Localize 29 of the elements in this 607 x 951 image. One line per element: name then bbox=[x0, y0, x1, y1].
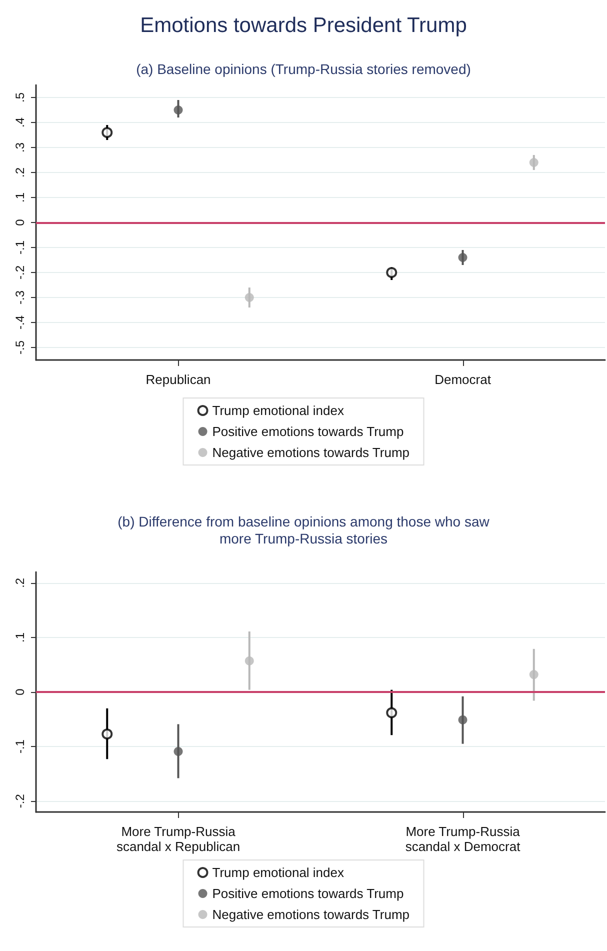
y-tick-label: .4 bbox=[13, 117, 27, 128]
x-tick-label: Republican bbox=[146, 372, 211, 387]
y-tick-label: .5 bbox=[13, 92, 27, 103]
y-tick-label: -.1 bbox=[13, 240, 27, 255]
x-tick-label: More Trump-Russia scandal x Republican bbox=[116, 824, 240, 854]
chart-title: Emotions towards President Trump bbox=[140, 14, 467, 37]
y-tick-label: 0 bbox=[13, 688, 27, 696]
legend-label: Positive emotions towards Trump bbox=[212, 424, 404, 439]
legend-label: Negative emotions towards Trump bbox=[212, 445, 410, 460]
y-tick-label: 0 bbox=[13, 218, 27, 226]
y-tick-label: .2 bbox=[13, 578, 27, 588]
chart-subtitle: (a) Baseline opinions (Trump-Russia stories removed) bbox=[136, 61, 471, 77]
legend-label: Trump emotional index bbox=[212, 865, 344, 880]
y-tick-label: .3 bbox=[13, 142, 27, 153]
legend-label: Trump emotional index bbox=[212, 403, 344, 418]
legend-label: Negative emotions towards Trump bbox=[212, 907, 410, 922]
legend-label: Positive emotions towards Trump bbox=[212, 886, 404, 901]
y-tick-label: -.3 bbox=[13, 290, 27, 305]
y-tick-label: .1 bbox=[13, 192, 27, 203]
chart-title: (b) Difference from baseline opinions among those who saw more Trump-Russia stories bbox=[118, 514, 490, 546]
y-tick-label: -.2 bbox=[13, 794, 27, 808]
y-tick-label: -.5 bbox=[13, 340, 27, 355]
y-tick-label: -.1 bbox=[13, 739, 27, 754]
y-tick-label: .2 bbox=[13, 167, 27, 178]
y-tick-label: -.4 bbox=[13, 315, 27, 330]
x-tick-label: Democrat bbox=[434, 372, 492, 387]
x-tick-label: More Trump-Russia scandal x Democrat bbox=[405, 824, 521, 854]
y-tick-label: -.2 bbox=[13, 265, 27, 280]
y-tick-label: .1 bbox=[13, 632, 27, 642]
